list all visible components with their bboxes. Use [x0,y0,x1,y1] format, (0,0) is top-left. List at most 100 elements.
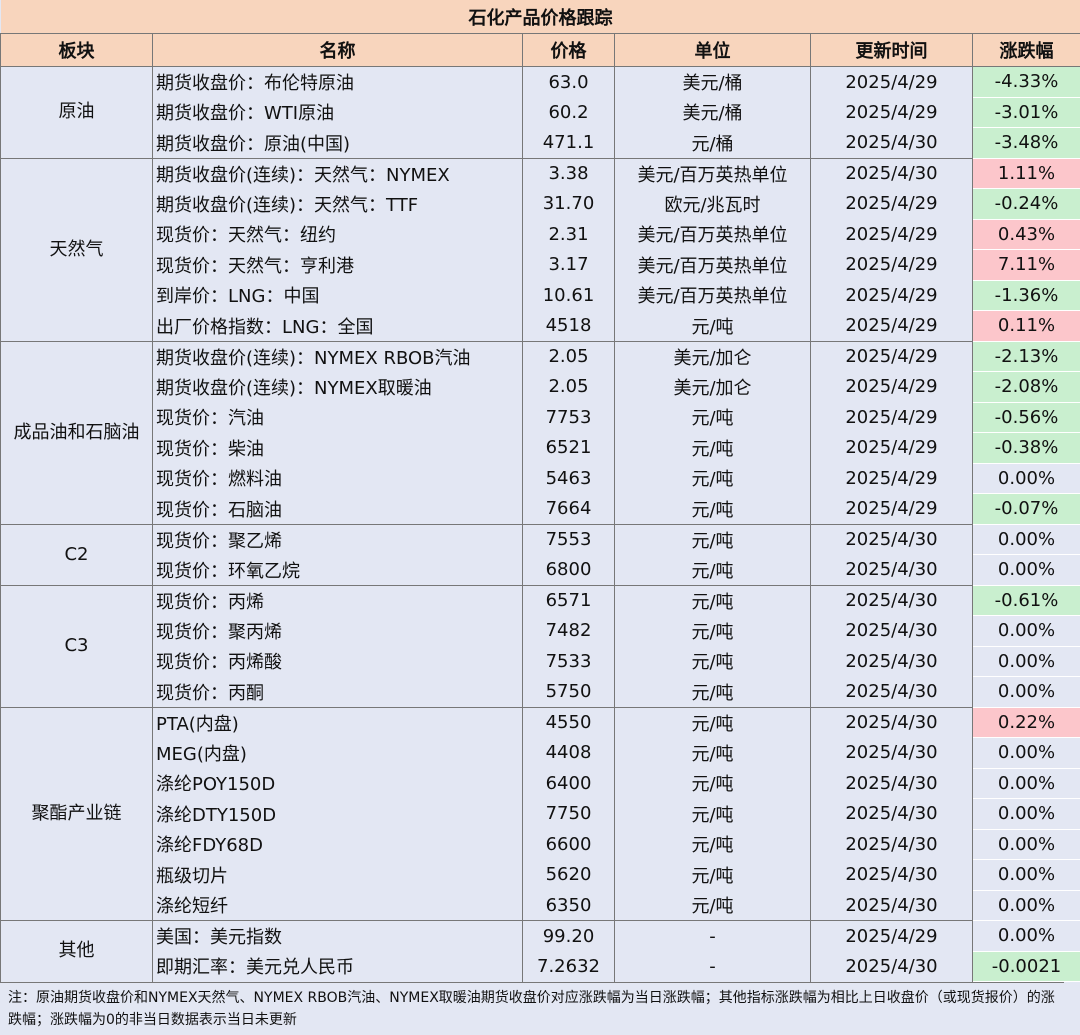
table-row: 涤纶短纤 6350 元/吨 2025/4/30 0.00% [1,890,1080,921]
table-row: 涤纶DTY150D 7750 元/吨 2025/4/30 0.00% [1,798,1080,830]
table-row: 聚酯产业链 PTA(内盘) 4550 元/吨 2025/4/30 0.22% [0,706,1080,921]
unit: 美元/加仑 [614,371,811,402]
table-row: 期货收盘价(连续)：天然气：TTF 31.70 欧元/兆瓦时 2025/4/29 -0.… [1,188,1080,220]
item-name: 涤纶POY150D [152,768,523,799]
update-date: 2025/4/29 [810,432,973,463]
item-name: 涤纶FDY68D [152,829,523,860]
table-row: 到岸价：LNG：中国 10.61 美元/百万英热单位 2025/4/29 -1.36% [1,280,1080,311]
change: 0.00% [972,798,1080,830]
group-name: 天然气 [0,157,153,341]
update-date: 2025/4/30 [810,523,973,555]
group-name: 原油 [0,66,153,158]
price: 7533 [522,646,615,677]
table-row: 期货收盘价(连续)：NYMEX取暖油 2.05 美元/加仑 2025/4/29 -2.0… [1,371,1080,403]
unit: 元/吨 [614,768,811,799]
price: 7664 [522,493,615,524]
update-date: 2025/4/30 [810,157,973,189]
table-row: 成品油和石脑油 期货收盘价(连续)：NYMEX RBOB汽油 2.05 美元/加仑 20… [0,340,1080,524]
item-name: 期货收盘价：WTI原油 [152,97,523,128]
column-header: 涨跌幅 [972,33,1080,67]
group-name: 成品油和石脑油 [0,340,153,524]
unit: 美元/百万英热单位 [614,280,811,311]
update-date: 2025/4/30 [810,615,973,646]
change: 0.22% [972,706,1080,738]
price: 5463 [522,463,615,494]
item-name: PTA(内盘) [152,706,523,738]
change: -4.33% [972,66,1080,98]
unit: 元/吨 [614,463,811,494]
price: 6350 [522,890,615,921]
item-name: 出厂价格指数：LNG：全国 [152,310,523,341]
price: 2.31 [522,219,615,250]
table-row: 涤纶POY150D 6400 元/吨 2025/4/30 0.00% [1,768,1080,799]
update-date: 2025/4/30 [810,859,973,890]
item-name: 期货收盘价：原油(中国) [152,127,523,158]
item-name: 现货价：燃料油 [152,463,523,494]
change: -0.56% [972,402,1080,433]
update-date: 2025/4/30 [810,584,973,616]
price: 6571 [522,584,615,616]
price: 6600 [522,829,615,860]
unit: 元/吨 [614,646,811,677]
table-row: 涤纶FDY68D 6600 元/吨 2025/4/30 0.00% [1,829,1080,860]
table-row: 原油 期货收盘价：布伦特原油 63.0 美元/桶 2025/4/29 -4.33% [0,66,1080,158]
unit: 元/吨 [614,554,811,585]
item-name: 现货价：丙酮 [152,676,523,707]
group-name: C2 [0,523,153,585]
table-row: C3 现货价：丙烯 6571 元/吨 2025/4/30 -0.61% [0,584,1080,707]
item-name: 现货价：汽油 [152,402,523,433]
item-name: 期货收盘价(连续)：NYMEX取暖油 [152,371,523,402]
update-date: 2025/4/29 [810,371,973,402]
unit: 元/吨 [614,615,811,646]
price: 7553 [522,523,615,555]
item-name: 涤纶DTY150D [152,798,523,829]
table-row: 期货收盘价：原油(中国) 471.1 元/桶 2025/4/30 -3.48% [1,127,1080,159]
price: 2.05 [522,371,615,402]
table-row: 现货价：丙酮 5750 元/吨 2025/4/30 0.00% [1,676,1080,708]
update-date: 2025/4/30 [810,829,973,860]
update-date: 2025/4/29 [810,249,973,280]
item-name: MEG(内盘) [152,737,523,768]
unit: 元/吨 [614,584,811,616]
update-date: 2025/4/29 [810,188,973,219]
update-date: 2025/4/30 [810,951,973,982]
change: -3.48% [972,127,1080,159]
unit: - [614,920,811,951]
price: 6800 [522,554,615,585]
unit: 元/吨 [614,523,811,555]
unit: 元/桶 [614,127,811,158]
price: 3.38 [522,157,615,189]
price: 10.61 [522,280,615,311]
change: -0.38% [972,432,1080,464]
change: 0.00% [972,920,1080,952]
change: 0.00% [972,676,1080,708]
update-date: 2025/4/29 [810,97,973,128]
item-name: 期货收盘价(连续)：天然气：TTF [152,188,523,219]
change: -0.0021 [972,951,1080,982]
change: 0.00% [972,768,1080,799]
item-name: 瓶级切片 [152,859,523,890]
unit: 美元/百万英热单位 [614,157,811,189]
update-date: 2025/4/29 [810,310,973,341]
unit: 元/吨 [614,798,811,829]
column-header: 名称 [152,33,523,67]
table-row: 出厂价格指数：LNG：全国 4518 元/吨 2025/4/29 0.11% [1,310,1080,342]
update-date: 2025/4/30 [810,737,973,768]
price: 7.2632 [522,951,615,982]
header-row: 板块 名称 价格 单位 更新时间 涨跌幅 [0,33,1080,67]
update-date: 2025/4/30 [810,706,973,738]
price: 60.2 [522,97,615,128]
update-date: 2025/4/30 [810,554,973,585]
item-name: 现货价：聚乙烯 [152,523,523,555]
price-table: 石化产品价格跟踪 板块 名称 价格 单位 更新时间 涨跌幅 原油 期货收盘价：布伦特原油 63… [0,0,1080,982]
change: 0.00% [972,523,1080,555]
column-header: 更新时间 [810,33,973,67]
unit: 元/吨 [614,706,811,738]
price: 471.1 [522,127,615,158]
price: 6521 [522,432,615,463]
item-name: 现货价：环氧乙烷 [152,554,523,585]
price: 99.20 [522,920,615,951]
unit: 元/吨 [614,676,811,707]
change: -3.01% [972,97,1080,128]
group-name: 聚酯产业链 [0,706,153,921]
